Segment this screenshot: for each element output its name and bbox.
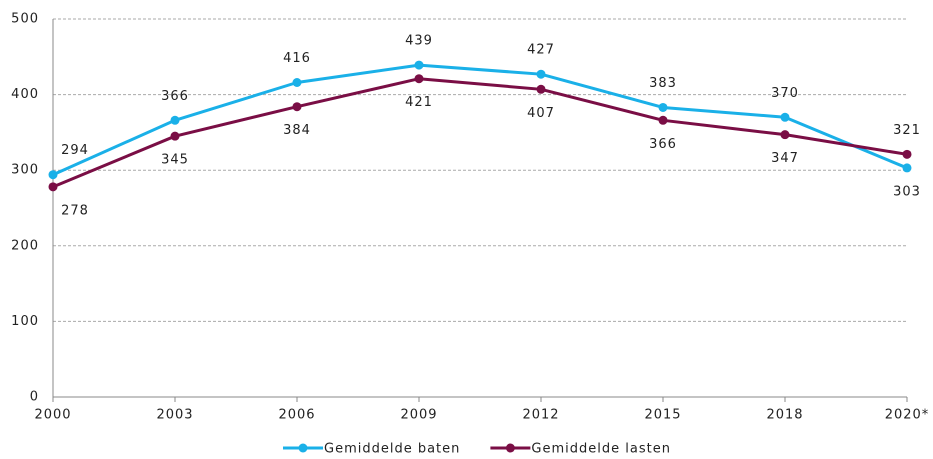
data-label: 366 <box>649 137 677 152</box>
legend-marker <box>505 443 515 453</box>
x-tick-label: 2012 <box>522 408 559 423</box>
point <box>48 182 58 192</box>
x-tick-label: 2020* <box>885 408 930 423</box>
point <box>902 149 912 159</box>
point <box>536 84 546 94</box>
point <box>48 170 58 180</box>
y-tick-label: 200 <box>11 238 39 253</box>
data-label: 321 <box>893 123 921 138</box>
point <box>170 131 180 141</box>
legend-marker <box>298 443 308 453</box>
y-tick-label: 400 <box>11 87 39 102</box>
point <box>170 115 180 125</box>
data-label: 303 <box>893 184 921 199</box>
point <box>658 102 668 112</box>
data-label: 345 <box>161 153 189 168</box>
x-tick-label: 2000 <box>34 408 71 423</box>
y-tick-label: 500 <box>11 12 39 27</box>
y-tick-label: 100 <box>11 314 39 329</box>
point <box>292 78 302 88</box>
legend-label: Gemiddelde lasten <box>531 442 671 457</box>
data-label: 439 <box>405 34 433 49</box>
point <box>536 69 546 79</box>
x-tick-label: 2006 <box>278 408 315 423</box>
x-tick-label: 2015 <box>644 408 681 423</box>
point <box>780 130 790 140</box>
x-tick-label: 2018 <box>766 408 803 423</box>
x-tick-label: 2003 <box>156 408 193 423</box>
data-label: 347 <box>771 151 799 166</box>
point <box>658 115 668 125</box>
data-label: 370 <box>771 86 799 101</box>
data-label: 383 <box>649 76 677 91</box>
point <box>414 74 424 84</box>
data-label: 278 <box>61 203 89 218</box>
series-line <box>52 77 908 189</box>
point <box>902 163 912 173</box>
data-label: 421 <box>405 95 433 110</box>
data-label: 384 <box>283 123 311 138</box>
data-label: 416 <box>283 51 311 66</box>
x-tick-label: 2009 <box>400 408 437 423</box>
legend-label: Gemiddelde baten <box>324 442 460 457</box>
data-label: 427 <box>527 43 555 58</box>
data-label: 407 <box>527 106 555 121</box>
data-label: 294 <box>61 143 89 158</box>
point <box>414 60 424 70</box>
y-tick-label: 0 <box>30 390 39 405</box>
series-line <box>52 63 908 177</box>
data-label: 366 <box>161 89 189 104</box>
point <box>780 112 790 122</box>
y-tick-label: 300 <box>11 163 39 178</box>
point <box>292 102 302 112</box>
